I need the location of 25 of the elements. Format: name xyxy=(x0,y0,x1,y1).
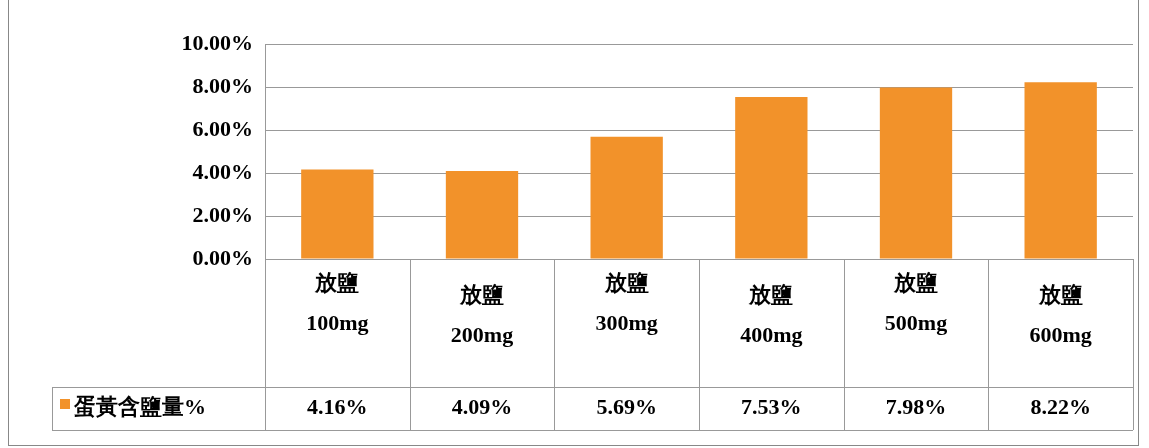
x-tick-label: 放鹽 500mg xyxy=(884,269,948,335)
x-tick-label: 放鹽 300mg xyxy=(595,269,658,335)
bar xyxy=(590,136,663,259)
y-tick-label: 4.00% xyxy=(192,158,253,184)
y-tick-label: 0.00% xyxy=(192,244,253,270)
x-tick-label: 放鹽 200mg xyxy=(450,281,514,347)
data-label: 8.22% xyxy=(1030,393,1091,419)
y-tick-label: 2.00% xyxy=(192,201,253,227)
x-tick-label: 放鹽 600mg xyxy=(1029,281,1092,347)
x-tick-label: 放鹽 400mg xyxy=(740,281,803,347)
data-label: 7.98% xyxy=(885,393,947,419)
bar xyxy=(1024,82,1097,259)
y-tick-label: 10.00% xyxy=(181,29,253,55)
bar xyxy=(445,171,519,259)
bar xyxy=(879,87,953,259)
data-label: 7.53% xyxy=(741,393,802,419)
bar xyxy=(301,169,374,259)
data-label: 4.09% xyxy=(451,393,513,419)
data-label: 5.69% xyxy=(596,393,657,419)
x-tick-label: 放鹽 100mg xyxy=(306,269,369,335)
y-tick-label: 8.00% xyxy=(192,72,253,98)
data-label: 4.16% xyxy=(307,393,368,419)
bar xyxy=(735,97,808,259)
legend-label: 蛋黃含鹽量% xyxy=(73,393,206,419)
y-tick-label: 6.00% xyxy=(192,115,253,141)
